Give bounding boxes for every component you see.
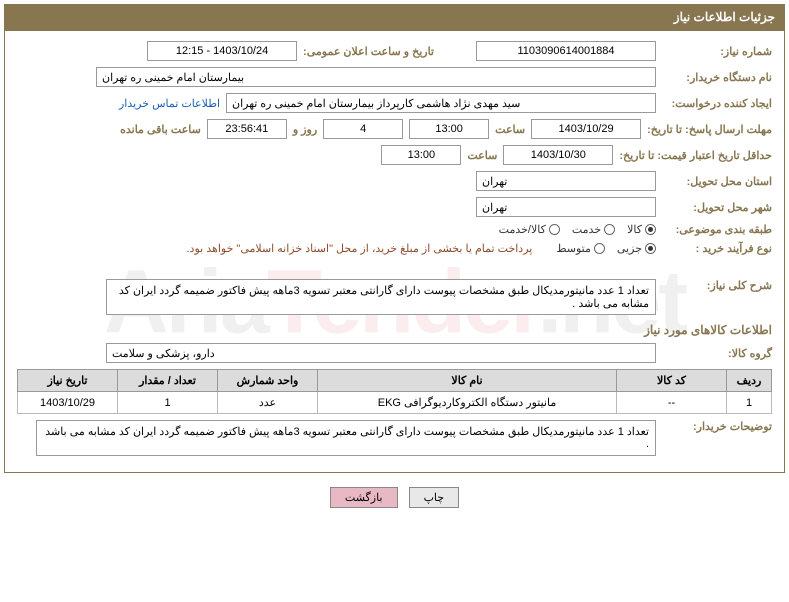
need-no-label: شماره نیاز: <box>662 45 772 58</box>
print-button[interactable]: چاپ <box>409 487 460 508</box>
group-field: دارو، پزشکی و سلامت <box>106 343 656 363</box>
radio-small[interactable]: جزیی <box>617 242 656 255</box>
remain-time-field: 23:56:41 <box>207 119 287 139</box>
radio-both[interactable]: کالا/خدمت <box>499 223 560 236</box>
radio-kala[interactable]: کالا <box>627 223 656 236</box>
buyer-org-field: بیمارستان امام خمینی ره تهران <box>96 67 656 87</box>
province-label: استان محل تحویل: <box>662 175 772 188</box>
td-qty: 1 <box>118 392 218 414</box>
radio-medium[interactable]: متوسط <box>556 242 605 255</box>
radio-dot-icon <box>645 243 656 254</box>
payment-note: پرداخت تمام یا بخشی از مبلغ خرید، از محل… <box>187 242 533 255</box>
requester-label: ایجاد کننده درخواست: <box>662 97 772 110</box>
deadline-date-field: 1403/10/29 <box>531 119 641 139</box>
radio-dot-icon <box>549 224 560 235</box>
radio-dot-icon <box>645 224 656 235</box>
deadline-time-field: 13:00 <box>409 119 489 139</box>
page-header: جزئیات اطلاعات نیاز <box>4 4 785 30</box>
deadline-label: مهلت ارسال پاسخ: تا تاریخ: <box>647 123 772 136</box>
category-radio-group: کالا خدمت کالا/خدمت <box>499 223 656 236</box>
process-label: نوع فرآیند خرید : <box>662 242 772 255</box>
need-no-field: 1103090614001884 <box>476 41 656 61</box>
remain-label: ساعت باقی مانده <box>120 123 201 136</box>
days-field: 4 <box>323 119 403 139</box>
group-label: گروه کالا: <box>662 347 772 360</box>
radio-dot-icon <box>604 224 615 235</box>
th-name: نام کالا <box>318 370 617 392</box>
province-field: تهران <box>476 171 656 191</box>
time-label-2: ساعت <box>467 149 497 162</box>
process-radio-group: جزیی متوسط <box>556 242 656 255</box>
page-title: جزئیات اطلاعات نیاز <box>674 10 775 24</box>
buyer-notes-label: توضیحات خریدار: <box>662 420 772 433</box>
td-row: 1 <box>727 392 772 414</box>
th-code: کد کالا <box>617 370 727 392</box>
announce-date-label: تاریخ و ساعت اعلان عمومی: <box>303 45 434 58</box>
back-button[interactable]: بازگشت <box>330 487 398 508</box>
items-table: ردیف کد کالا نام کالا واحد شمارش تعداد /… <box>17 369 772 414</box>
th-unit: واحد شمارش <box>218 370 318 392</box>
th-date: تاریخ نیاز <box>18 370 118 392</box>
content-panel: شماره نیاز: 1103090614001884 تاریخ و ساع… <box>4 30 785 473</box>
announce-date-field: 1403/10/24 - 12:15 <box>147 41 297 61</box>
td-name: مانیتور دستگاه الکتروکاردیوگرافی EKG <box>318 392 617 414</box>
city-field: تهران <box>476 197 656 217</box>
desc-label: شرح کلی نیاز: <box>662 279 772 292</box>
td-code: -- <box>617 392 727 414</box>
requester-field: سید مهدی نژاد هاشمی کارپرداز بیمارستان ا… <box>226 93 656 113</box>
table-header-row: ردیف کد کالا نام کالا واحد شمارش تعداد /… <box>18 370 772 392</box>
td-unit: عدد <box>218 392 318 414</box>
days-and-label: روز و <box>293 123 317 136</box>
min-valid-time-field: 13:00 <box>381 145 461 165</box>
table-row: 1 -- مانیتور دستگاه الکتروکاردیوگرافی EK… <box>18 392 772 414</box>
min-valid-date-field: 1403/10/30 <box>503 145 613 165</box>
items-section-title: اطلاعات کالاهای مورد نیاز <box>17 323 772 337</box>
time-label-1: ساعت <box>495 123 525 136</box>
radio-khedmat[interactable]: خدمت <box>572 223 615 236</box>
min-valid-label: حداقل تاریخ اعتبار قیمت: تا تاریخ: <box>619 149 772 162</box>
buyer-contact-link[interactable]: اطلاعات تماس خریدار <box>119 97 220 110</box>
buyer-org-label: نام دستگاه خریدار: <box>662 71 772 84</box>
button-row: چاپ بازگشت <box>0 481 789 514</box>
city-label: شهر محل تحویل: <box>662 201 772 214</box>
td-date: 1403/10/29 <box>18 392 118 414</box>
desc-text: تعداد 1 عدد مانیتورمدیکال طبق مشخصات پیو… <box>106 279 656 315</box>
th-qty: تعداد / مقدار <box>118 370 218 392</box>
buyer-notes: تعداد 1 عدد مانیتورمدیکال طبق مشخصات پیو… <box>36 420 656 456</box>
category-label: طبقه بندی موضوعی: <box>662 223 772 236</box>
radio-dot-icon <box>594 243 605 254</box>
th-row: ردیف <box>727 370 772 392</box>
